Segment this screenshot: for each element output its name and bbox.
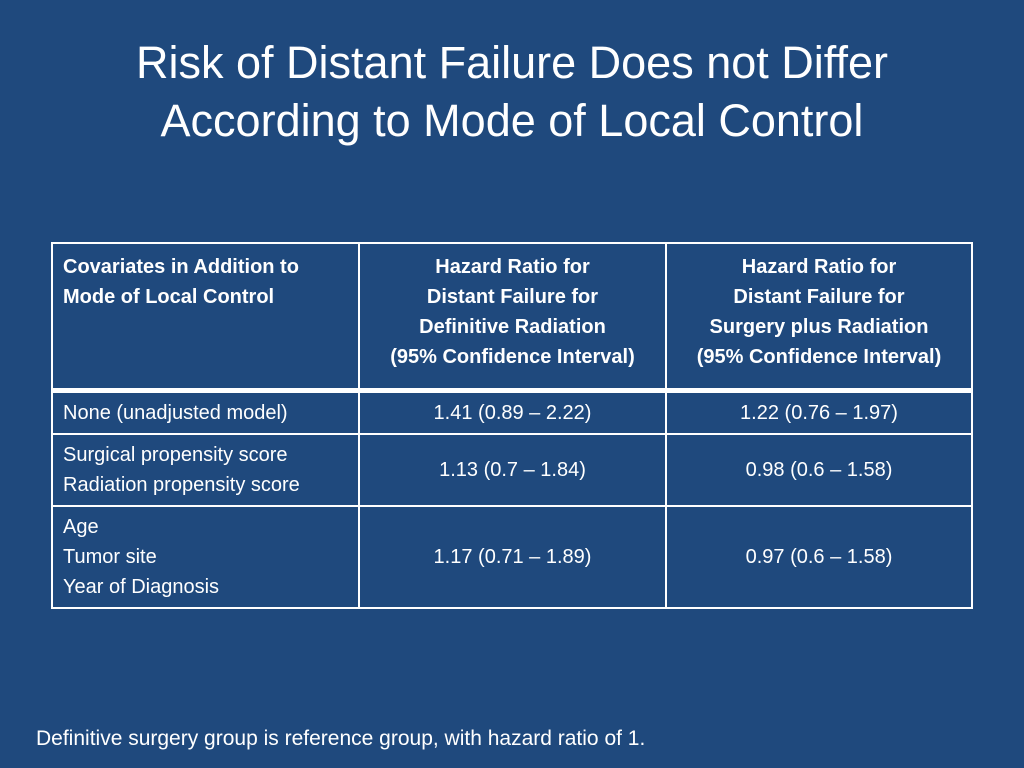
definitive-radiation-hr-cell: 1.41 (0.89 – 2.22) xyxy=(358,389,667,435)
header-covariates: Covariates in Addition to Mode of Local … xyxy=(51,242,360,393)
covariates-cell: None (unadjusted model) xyxy=(51,389,360,435)
covariate-line: Surgical propensity score xyxy=(63,443,288,466)
surgery-plus-radiation-hr-cell: 0.98 (0.6 – 1.58) xyxy=(665,432,973,507)
definitive-radiation-hr-cell: 1.17 (0.71 – 1.89) xyxy=(358,504,667,609)
header-text-line: (95% Confidence Interval) xyxy=(390,346,635,368)
slide-title-line: According to Mode of Local Control xyxy=(160,95,864,146)
header-text-line: Covariates in Addition to xyxy=(63,256,299,278)
header-definitive-radiation: Hazard Ratio for Distant Failure for Def… xyxy=(358,242,667,393)
surgery-plus-radiation-hr-cell: 1.22 (0.76 – 1.97) xyxy=(665,389,973,435)
covariate-line: Tumor site xyxy=(63,545,157,568)
covariate-line: None (unadjusted model) xyxy=(63,401,288,424)
header-text-line: (95% Confidence Interval) xyxy=(696,346,942,368)
definitive-radiation-hr-cell: 1.13 (0.7 – 1.84) xyxy=(358,432,667,507)
header-text-line: Hazard Ratio for xyxy=(435,256,590,278)
header-surgery-plus-radiation: Hazard Ratio for Distant Failure for Sur… xyxy=(665,242,973,393)
slide-title: Risk of Distant Failure Does not Differ … xyxy=(40,34,984,150)
header-text-line: Hazard Ratio for xyxy=(741,256,897,278)
slide-title-line: Risk of Distant Failure Does not Differ xyxy=(136,37,888,88)
header-text-line: Surgery plus Radiation xyxy=(709,316,929,338)
header-text-line: Distant Failure for xyxy=(733,286,905,308)
covariate-line: Age xyxy=(63,515,99,538)
header-text-line: Mode of Local Control xyxy=(63,286,275,308)
hazard-ratio-table: Covariates in Addition to Mode of Local … xyxy=(51,242,973,609)
covariates-cell: Age Tumor site Year of Diagnosis xyxy=(51,504,360,609)
header-text-line: Definitive Radiation xyxy=(419,316,606,338)
table-row: Age Tumor site Year of Diagnosis 1.17 (0… xyxy=(51,504,973,609)
covariate-line: Radiation propensity score xyxy=(63,473,300,496)
table-row: Surgical propensity score Radiation prop… xyxy=(51,432,973,507)
surgery-plus-radiation-hr-cell: 0.97 (0.6 – 1.58) xyxy=(665,504,973,609)
covariate-line: Year of Diagnosis xyxy=(63,575,220,598)
table-row: None (unadjusted model) 1.41 (0.89 – 2.2… xyxy=(51,389,973,435)
footnote: Definitive surgery group is reference gr… xyxy=(36,727,646,750)
table-header-row: Covariates in Addition to Mode of Local … xyxy=(51,242,973,393)
header-text-line: Distant Failure for xyxy=(426,286,599,308)
covariates-cell: Surgical propensity score Radiation prop… xyxy=(51,432,360,507)
